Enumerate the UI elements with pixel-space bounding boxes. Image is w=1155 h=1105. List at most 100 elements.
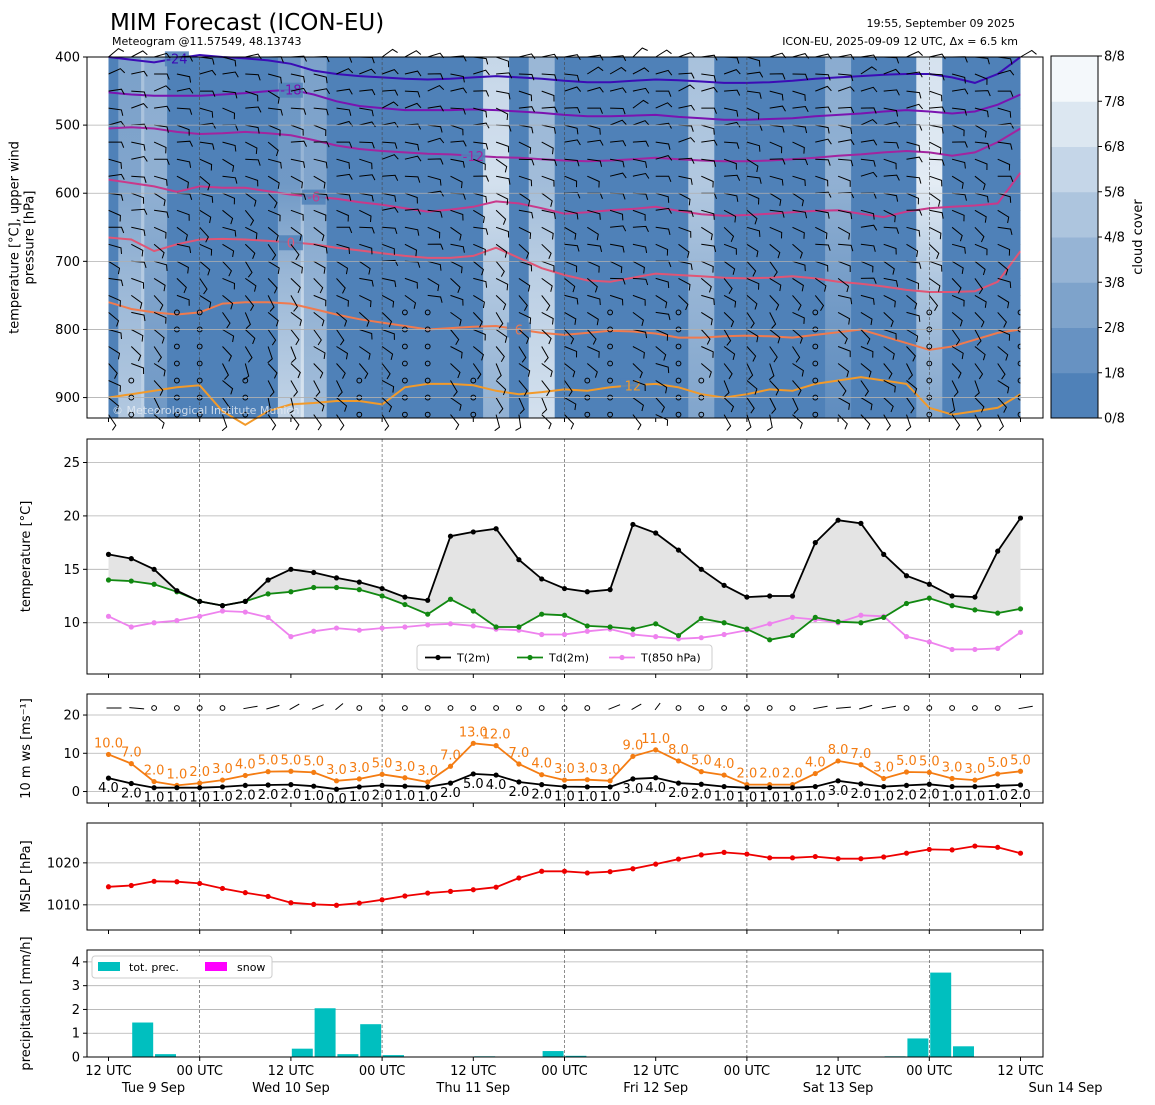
wind-barb [450,226,462,241]
wind-barb [928,295,939,311]
wind-barb [108,294,121,307]
t2m-point [516,557,522,563]
wind-barb [313,294,327,307]
wind-barb [815,243,831,251]
wind-barb [792,226,805,239]
wind-barb [860,107,877,114]
wind-barb [632,158,648,168]
wind-barb [450,140,467,147]
legend-swatch [98,962,120,971]
mslp-point [926,846,932,853]
wind-barb-calm [174,377,180,384]
wind-barb [245,158,261,166]
windspeed-point [470,771,476,777]
x-day-label: Tue 9 Sep [121,1081,185,1096]
wind-barb [541,397,548,415]
wind-barb [906,71,923,78]
gust-label: 12.0 [482,728,511,743]
wind-barb [815,209,830,219]
wind-barb [518,73,535,81]
t850-point [903,634,910,640]
wind-barb [700,278,712,293]
wind-barb [382,226,398,235]
gust-label: 3.0 [600,763,621,778]
wind-barb [860,171,878,178]
windspeed-label: 2.0 [1010,788,1031,803]
precip-bar [337,1054,359,1057]
wind-barb [929,141,942,155]
wind-barb [769,295,780,311]
wind-barb [609,87,627,94]
wind-barb [450,294,464,306]
wind-barb [199,158,213,171]
wind-barb [495,226,510,238]
wind-barb [564,107,581,114]
t2m-point [630,521,636,528]
windspeed-label: 1.0 [395,789,416,804]
wind-barb [838,243,854,252]
wind-barb [678,157,695,164]
wind-barb [222,175,238,184]
mslp-point [721,849,727,855]
wind-barb [632,346,645,359]
wind-barb [746,209,758,225]
mslp-point [972,843,978,849]
wind-barb [792,243,803,259]
windspeed-point [721,783,727,790]
mslp-point [858,856,864,862]
gust-label: 10.0 [94,736,123,751]
t2m-point [425,597,431,603]
wind-barb [359,243,373,255]
surface-wind-barb [813,705,828,710]
wind-barb [359,260,371,275]
wind-barb [336,158,350,169]
windspeed-label: 1.0 [189,791,210,806]
wind-barb [336,120,353,127]
gust-point [311,769,317,776]
wind-barb [450,311,462,326]
wind-barb [587,107,603,114]
t850-point [767,621,773,627]
gust-label: 3.0 [577,762,598,777]
wind-barb [404,192,418,204]
td2m-point [995,610,1001,616]
wind-barb [473,277,488,288]
wind-barb [222,141,237,152]
wind-barb [153,380,164,396]
wind-barb-calm [402,309,408,316]
windspeed-point [128,780,134,787]
wind-barb [860,224,878,231]
wind-barb [541,53,559,60]
wind-barb [244,209,255,226]
wind-barb [564,311,577,325]
t850-point [698,635,704,641]
wind-barb [723,363,733,380]
t2m-point [584,589,590,595]
wind-barb [974,141,990,150]
wind-barb [495,141,510,153]
wind-barb-calm [196,360,203,367]
wind-barb [610,225,627,232]
wind-barb [655,155,673,161]
wind-barb [359,68,376,75]
wind-barb [153,175,168,186]
wind-barb [267,244,277,261]
wind-barb [883,192,899,202]
t2m-point [698,566,704,572]
wind-barb [404,175,421,183]
wind-barb [815,260,829,272]
td2m-point [561,612,568,618]
wind-barb [883,380,896,393]
wind-barb [176,124,190,136]
windspeed-label: 1.0 [737,791,758,806]
y-tick-label: 25 [63,456,80,471]
wind-barb [222,329,235,343]
wind-barb [541,90,555,102]
gust-point [698,769,704,775]
windspeed-point [311,783,317,789]
wind-barb [381,121,399,128]
surface-wind-barb [266,704,280,710]
t2m-point [447,533,454,539]
t850-point [356,627,362,633]
wind-barb [404,155,422,162]
